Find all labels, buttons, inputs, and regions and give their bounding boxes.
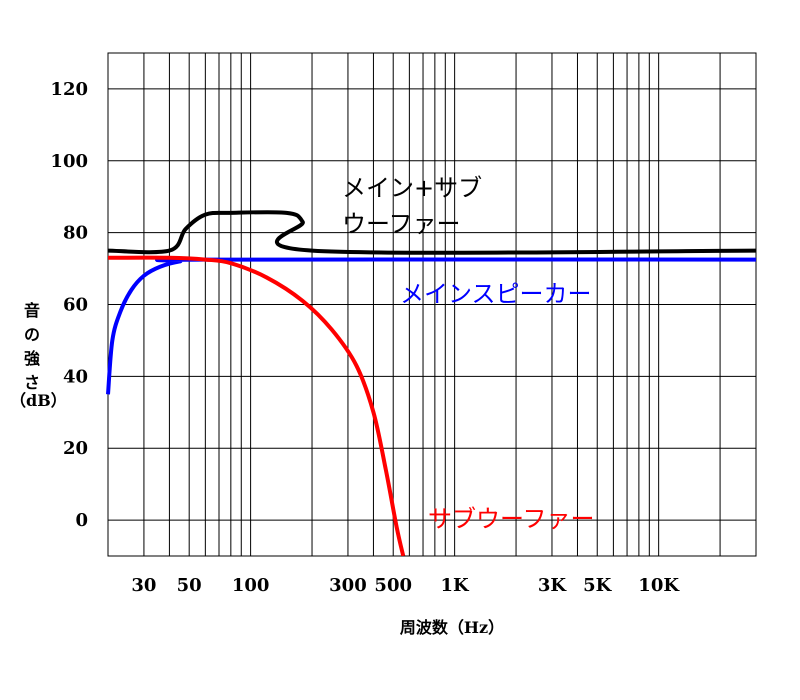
x-tick-label: 100 — [232, 575, 270, 596]
y-axis-title: さ — [24, 373, 40, 392]
y-tick-label: 40 — [63, 366, 88, 387]
x-tick-label: 30 — [131, 575, 156, 596]
main-plus-sub-line — [107, 210, 757, 255]
y-axis-title: の — [24, 325, 40, 344]
label-subwoofer: サブウーファー — [428, 505, 595, 533]
x-tick-label: 500 — [374, 575, 412, 596]
x-axis-ticks: 30 50 100 300 500 1K 3K 5K 10K — [131, 575, 680, 596]
y-tick-label: 0 — [75, 510, 88, 531]
y-axis-title: 音 — [24, 301, 40, 320]
y-tick-label: 20 — [63, 438, 88, 459]
x-tick-label: 50 — [177, 575, 202, 596]
y-tick-label: 80 — [63, 223, 88, 244]
x-tick-label: 3K — [538, 575, 568, 596]
x-axis-title: 周波数（Hz） — [400, 618, 504, 637]
label-main-plus-sub: ウーファー — [342, 210, 461, 238]
y-axis-title: 強 — [24, 349, 40, 368]
x-tick-label: 300 — [329, 575, 367, 596]
main-speaker-line — [106, 257, 757, 395]
label-main-plus-sub: メイン+サブ — [342, 174, 482, 202]
y-tick-label: 60 — [63, 295, 88, 316]
x-tick-label: 1K — [441, 575, 471, 596]
y-tick-label: 120 — [50, 79, 88, 100]
y-tick-label: 100 — [50, 151, 88, 172]
subwoofer-line — [107, 255, 406, 556]
series-lines — [106, 210, 757, 556]
grid — [107, 52, 757, 557]
x-tick-label: 10K — [638, 575, 680, 596]
y-axis-title: （dB） — [10, 391, 67, 410]
x-tick-label: 5K — [583, 575, 613, 596]
y-axis-ticks: 0 20 40 60 80 100 120 — [50, 79, 88, 531]
label-main-speaker: メインスピーカー — [400, 280, 592, 308]
